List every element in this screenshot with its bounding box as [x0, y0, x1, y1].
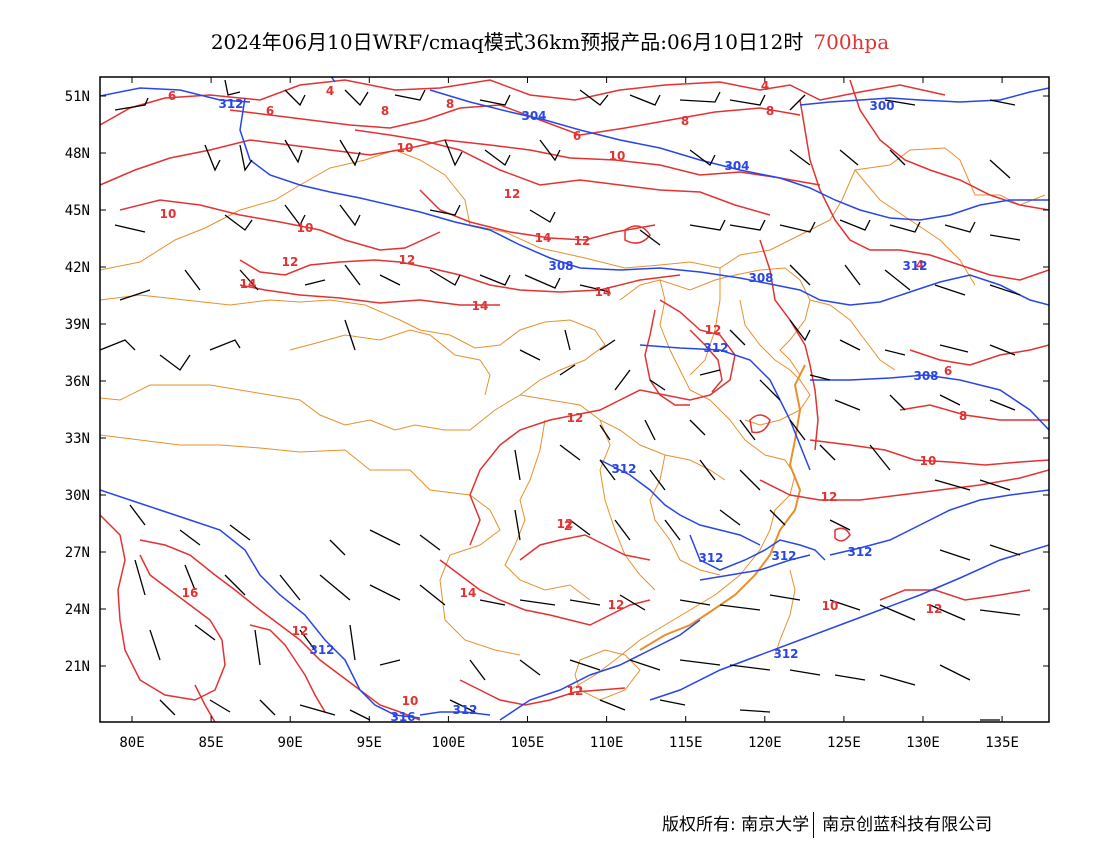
height-label: 312: [452, 703, 477, 717]
lon-tick-label: 80E: [119, 735, 144, 751]
copyright-footer: 版权所有: 南京大学 南京创蓝科技有限公司: [662, 810, 992, 838]
boundary-lines: [100, 147, 1046, 701]
height-label: 308: [548, 259, 573, 273]
temperature-label: 12: [705, 323, 722, 337]
temperature-label: 6: [168, 89, 176, 103]
title-main: 2024年06月10日WRF/cmaq模式36km预报产品:06月10日12时: [210, 30, 804, 54]
temperature-label: 10: [160, 207, 177, 221]
temperature-label: 12: [504, 187, 521, 201]
footer-separator: [813, 812, 815, 838]
height-label: 312: [611, 462, 636, 476]
temperature-label: 12: [292, 624, 309, 638]
temperature-label: 10: [609, 149, 626, 163]
temperature-label: 10: [920, 454, 937, 468]
lat-tick-label: 30N: [65, 488, 90, 504]
temperature-label: 12: [567, 411, 584, 425]
coastline: [639, 364, 806, 651]
temperature-label: 10: [402, 694, 419, 708]
temperature-label: 8: [446, 97, 454, 111]
title-level: 700hpa: [813, 30, 890, 54]
copyright-right: 南京创蓝科技有限公司: [822, 815, 993, 835]
lon-tick-label: 125E: [827, 735, 861, 751]
lon-tick-label: 115E: [669, 735, 703, 751]
height-label: 308: [913, 369, 938, 383]
temperature-label: 12: [399, 253, 416, 267]
temperature-label: 8: [681, 114, 689, 128]
temperature-label: 12: [574, 234, 591, 248]
height-label: 312: [703, 341, 728, 355]
lat-tick-label: 33N: [65, 431, 90, 447]
latitude-labels: 51N 48N 45N 42N 39N 36N 33N 30N 27N 24N 21N: [65, 89, 90, 675]
temperature-label: 14: [240, 277, 257, 291]
lon-tick-label: 135E: [985, 735, 1019, 751]
temperature-label: 10: [297, 221, 314, 235]
height-label: 316: [390, 710, 415, 724]
height-label: 312: [309, 643, 334, 657]
temperature-label: 8: [381, 104, 389, 118]
temperature-contours: [100, 79, 1049, 722]
height-label: 312: [773, 647, 798, 661]
lat-tick-label: 24N: [65, 602, 90, 618]
lon-tick-label: 110E: [590, 735, 624, 751]
height-contours: [100, 77, 1049, 721]
temperature-label: 12: [557, 517, 574, 531]
height-label: 312: [771, 549, 796, 563]
temperature-label: 8: [959, 409, 967, 423]
lat-tick-label: 51N: [65, 89, 90, 105]
map-title: 2024年06月10日WRF/cmaq模式36km预报产品:06月10日12时 7…: [0, 26, 1100, 55]
copyright-left: 版权所有: 南京大学: [662, 815, 810, 835]
height-label: 312: [847, 545, 872, 559]
temperature-label: 12: [567, 684, 584, 698]
lon-tick-label: 85E: [198, 735, 223, 751]
height-label: 308: [748, 271, 773, 285]
temperature-label: 6: [944, 364, 952, 378]
temperature-label: 2: [564, 519, 572, 533]
temperature-label: 12: [282, 255, 299, 269]
height-contour-labels: 312 304 304 300 308 308 312 308 312 312 312 312 312 3…: [218, 97, 938, 724]
lat-tick-label: 36N: [65, 374, 90, 390]
lat-tick-label: 27N: [65, 545, 90, 561]
temperature-label: 10: [397, 141, 414, 155]
longitude-labels: 80E 85E 90E 95E 100E 105E 110E 115E 120E 125E 130E…: [119, 735, 1019, 751]
temperature-label: 4: [761, 79, 769, 93]
temperature-label: 12: [821, 490, 838, 504]
lon-tick-label: 120E: [748, 735, 782, 751]
lon-tick-label: 105E: [511, 735, 545, 751]
lat-tick-label: 45N: [65, 203, 90, 219]
lat-tick-label: 48N: [65, 146, 90, 162]
height-label: 312: [698, 551, 723, 565]
height-label: 312: [218, 97, 243, 111]
temperature-label: 16: [182, 586, 199, 600]
height-label: 312: [902, 259, 927, 273]
temperature-label: 6: [573, 129, 581, 143]
temperature-label: 10: [822, 599, 839, 613]
temperature-label: 12: [608, 598, 625, 612]
temperature-label: 4: [916, 258, 924, 272]
height-label: 300: [869, 99, 894, 113]
plot-frame: [99, 76, 1050, 723]
temperature-label: 8: [766, 104, 774, 118]
temperature-label: 4: [326, 84, 334, 98]
lat-tick-label: 42N: [65, 260, 90, 276]
temperature-contour-labels: 6 6 4 8 8 6 10 8 10 4 8 10 12 12 10 12 12 14 14 14 14 12 12 12 1…: [160, 79, 968, 708]
lat-tick-label: 39N: [65, 317, 90, 333]
temperature-label: 12: [926, 602, 943, 616]
lon-tick-label: 95E: [357, 735, 382, 751]
axis-ticks: [100, 77, 1049, 722]
temperature-label: 14: [460, 586, 477, 600]
temperature-label: 14: [535, 231, 552, 245]
wind-barbs: [100, 79, 1021, 721]
height-label: 304: [521, 109, 546, 123]
height-label: 304: [724, 159, 749, 173]
lon-tick-label: 100E: [432, 735, 466, 751]
lon-tick-label: 90E: [278, 735, 303, 751]
temperature-label: 14: [595, 285, 612, 299]
temperature-label: 6: [266, 104, 274, 118]
lon-tick-label: 130E: [906, 735, 940, 751]
lat-tick-label: 21N: [65, 659, 90, 675]
temperature-label: 14: [472, 299, 489, 313]
